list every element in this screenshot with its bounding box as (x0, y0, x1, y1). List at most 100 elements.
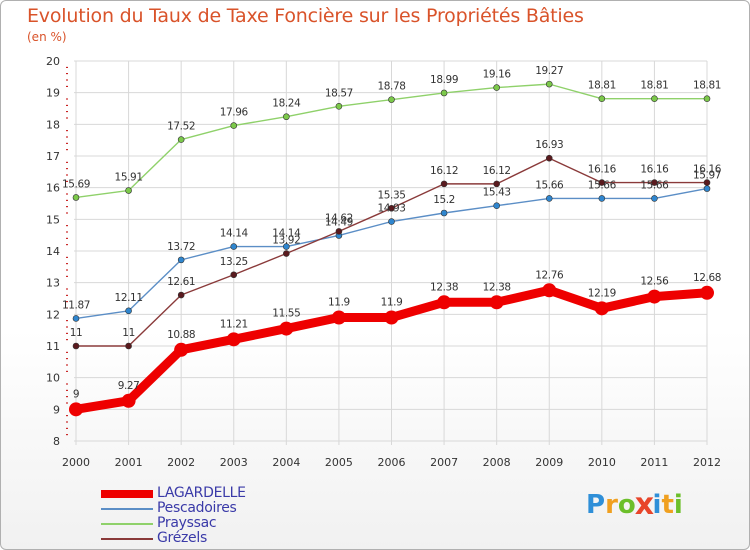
data-point (594, 301, 609, 316)
data-label: 16.12 (483, 165, 511, 177)
x-tick-label: 2007 (430, 456, 458, 469)
data-label: 18.99 (430, 74, 458, 86)
legend-item: LAGARDELLE (101, 486, 246, 501)
data-point (703, 179, 711, 186)
data-label: 13.92 (272, 235, 300, 247)
legend-label: LAGARDELLE (157, 485, 246, 501)
data-point (177, 291, 185, 299)
data-label: 14.93 (377, 203, 405, 215)
data-label: 14.14 (272, 228, 301, 240)
data-label: 15.2 (433, 194, 455, 206)
data-point (437, 295, 452, 310)
data-label: 16.12 (430, 165, 458, 177)
data-point (598, 179, 606, 186)
data-label: 12.56 (640, 276, 669, 288)
data-point (125, 342, 132, 350)
data-label: 15.69 (62, 178, 90, 190)
x-tick-label: 2006 (378, 456, 406, 469)
x-tick-label: 2000 (62, 456, 90, 469)
data-point (493, 180, 500, 188)
data-point (440, 180, 448, 188)
data-label: 16.16 (693, 164, 722, 176)
data-label: 11 (70, 327, 83, 339)
data-point (174, 342, 189, 357)
legend-item: Pescadoires (101, 501, 246, 516)
legend-swatch (101, 537, 153, 540)
data-point (72, 342, 80, 350)
data-point (703, 95, 711, 102)
data-point (121, 393, 136, 408)
data-label: 12.76 (535, 269, 564, 281)
x-tick-label: 2003 (220, 456, 248, 469)
x-tick-label: 2005 (325, 456, 353, 469)
data-point (542, 283, 557, 298)
data-label: 15.35 (377, 189, 405, 201)
data-label: 14.14 (220, 228, 249, 240)
data-point (700, 285, 714, 300)
data-point (598, 95, 606, 102)
data-point (283, 250, 290, 257)
data-label: 13.25 (220, 256, 248, 268)
data-point (703, 185, 711, 192)
legend-swatch (101, 522, 153, 525)
data-label: 12.11 (115, 292, 143, 304)
data-point (545, 195, 553, 202)
data-point (651, 95, 658, 102)
x-tick-label: 2012 (693, 456, 721, 469)
data-label: 13.72 (167, 241, 195, 253)
data-label: 15.66 (588, 179, 617, 191)
x-tick-label: 2010 (588, 456, 616, 469)
data-point (335, 102, 343, 110)
data-label: 16.16 (588, 164, 617, 176)
data-label: 12.38 (483, 281, 511, 293)
data-point (69, 402, 83, 417)
logo-letter: i (673, 490, 683, 520)
data-label: 12.38 (430, 281, 458, 293)
legend-label: Prayssac (157, 515, 217, 531)
logo-letter: x (634, 487, 654, 523)
logo-letter: i (652, 490, 662, 520)
data-label: 18.57 (325, 87, 353, 99)
data-label: 9.27 (118, 380, 140, 392)
x-tick-label: 2008 (483, 456, 511, 469)
chart-legend: LAGARDELLE Pescadoires Prayssac Grézels (101, 486, 246, 546)
y-tick-label: 11 (46, 340, 60, 353)
data-point (331, 310, 346, 325)
logo-letter: t (661, 490, 674, 520)
data-label: 17.96 (220, 107, 249, 119)
data-label: 16.16 (640, 164, 669, 176)
proxiti-logo: Proxiti (586, 487, 683, 523)
data-label: 14.62 (325, 212, 353, 224)
logo-letter: P (586, 490, 606, 520)
data-label: 17.52 (167, 121, 195, 133)
data-label: 18.78 (377, 81, 405, 93)
data-label: 18.81 (693, 80, 721, 92)
data-point (598, 195, 606, 202)
data-point (545, 80, 553, 88)
data-label: 9 (73, 388, 79, 400)
data-point (388, 218, 395, 225)
data-point (177, 256, 185, 264)
y-tick-label: 18 (46, 118, 60, 131)
data-point (230, 243, 238, 250)
data-point (283, 113, 290, 121)
logo-letter: r (605, 490, 618, 520)
chart-title: Evolution du Taux de Taxe Foncière sur l… (27, 5, 584, 27)
data-label: 18.81 (640, 80, 668, 92)
data-label: 16.93 (535, 139, 563, 151)
y-tick-label: 10 (46, 372, 60, 385)
x-tick-label: 2009 (535, 456, 563, 469)
y-tick-label: 8 (53, 435, 60, 448)
data-point (493, 202, 500, 210)
data-label: 15.66 (535, 179, 564, 191)
data-label: 12.68 (693, 272, 721, 284)
data-label: 10.88 (167, 329, 195, 341)
data-point (125, 307, 132, 315)
y-tick-label: 15 (46, 213, 60, 226)
y-tick-label: 16 (46, 182, 60, 195)
x-tick-label: 2001 (115, 456, 143, 469)
y-tick-label: 12 (46, 308, 60, 321)
data-point (647, 289, 662, 304)
data-point (72, 315, 80, 322)
